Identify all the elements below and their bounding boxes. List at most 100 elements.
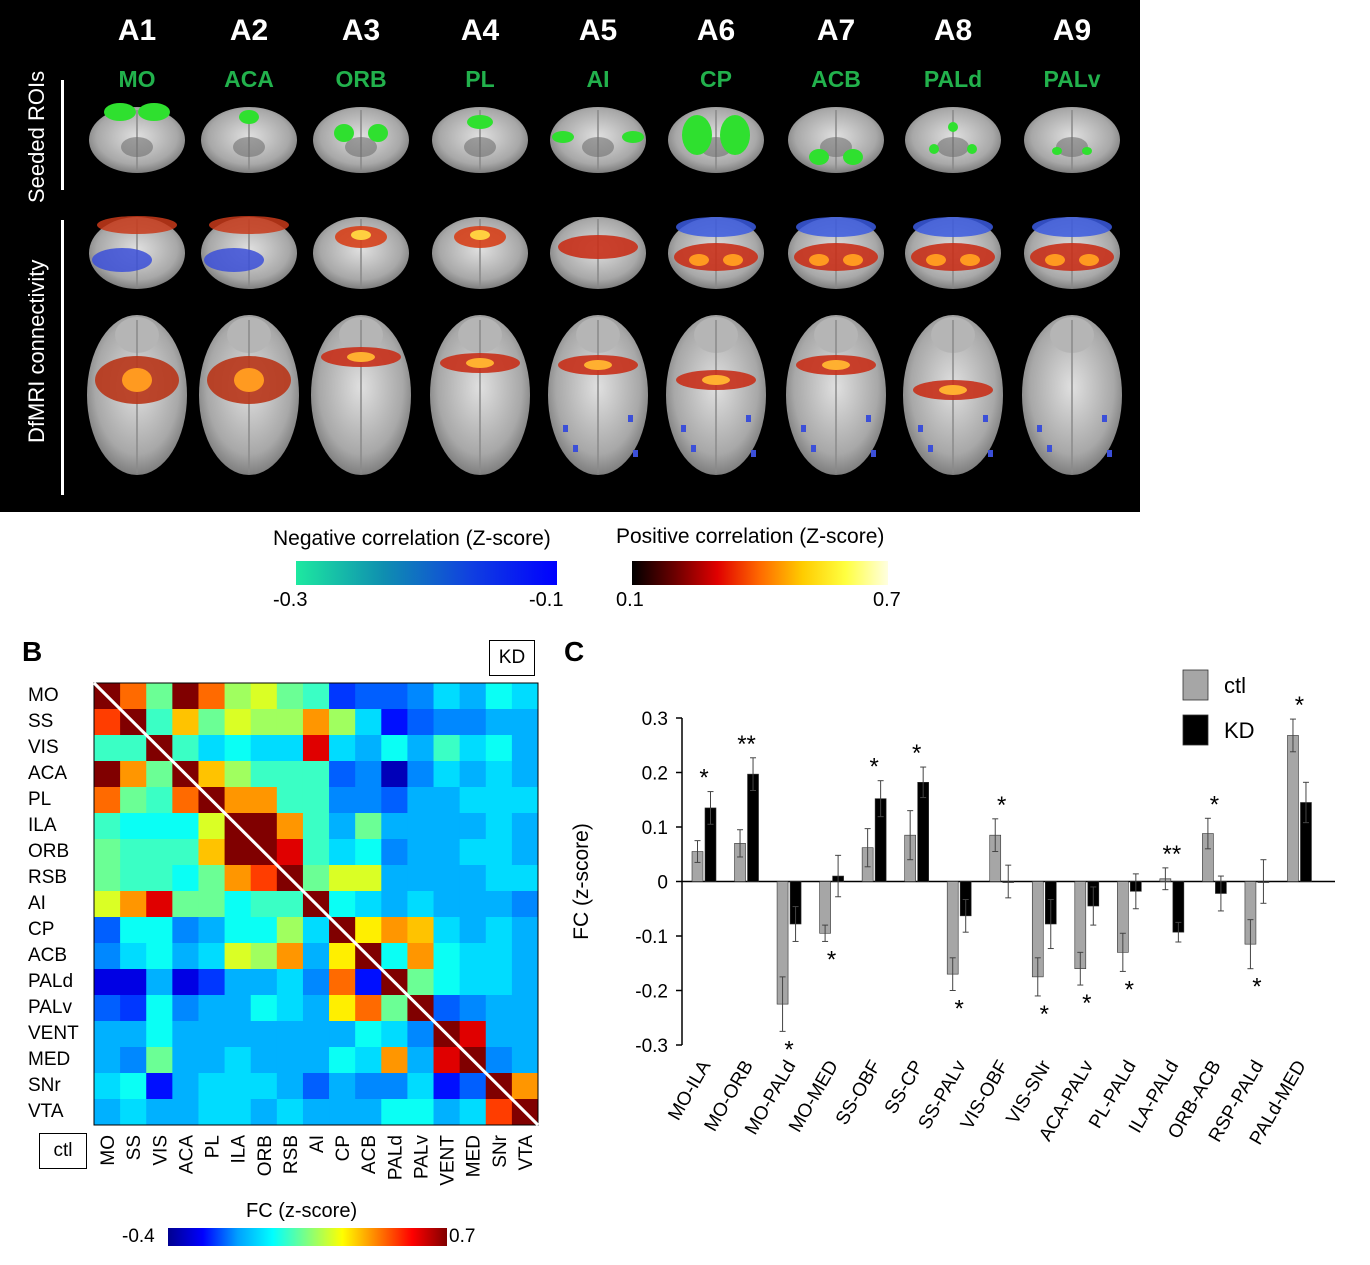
axial-connectivity [87,315,187,475]
matrix-cell [511,1021,539,1048]
significance-marker: * [1040,1001,1049,1028]
y-tick-label: -0.3 [635,1036,668,1057]
matrix-cell [146,709,173,736]
matrix-cell [198,683,226,710]
neg-colorbar-max: -0.1 [529,589,564,611]
seed-slice [89,103,185,173]
bar-ctl [1287,735,1299,882]
matrix-cell [511,969,539,996]
matrix-col-label: AI [307,1135,328,1153]
brain-images-a6 [666,107,766,475]
matrix-cell [329,969,356,996]
matrix-row-label: VTA [28,1101,64,1122]
matrix-cell [355,709,382,736]
column-id-a3: A3 [341,14,381,47]
legend-label-ctl: ctl [1224,673,1246,698]
matrix-cell [120,995,147,1022]
y-tick-label: 0.3 [642,709,668,730]
matrix-cell [94,1073,121,1100]
matrix-cell [407,1073,435,1100]
matrix-cell [381,1047,408,1074]
matrix-row-label: ACB [28,945,68,966]
matrix-cell [250,1047,278,1074]
matrix-cell [276,1021,304,1048]
matrix-cell [276,1047,304,1074]
axial-connectivity [903,315,1003,475]
matrix-cell [511,943,539,970]
matrix-cell [407,761,435,788]
matrix-cell [250,1099,278,1126]
row-divider-connectivity [61,220,64,495]
matrix-cell [276,683,304,710]
matrix-cell [302,1021,330,1048]
matrix-cell [302,813,330,840]
matrix-row-label: SS [28,711,54,732]
matrix-cell [433,787,461,814]
matrix-cell [172,683,199,710]
matrix-cell [120,1073,147,1100]
brain-images-a7 [786,107,886,475]
matrix-cell [198,813,226,840]
matrix-cell [198,1073,226,1100]
matrix-row-label: RSB [28,867,68,888]
matrix-cell [276,787,304,814]
matrix-cell [459,1021,487,1048]
matrix-cell [172,709,199,736]
matrix-cell [302,917,330,944]
matrix-cell [198,735,226,762]
correlation-matrix: MO SS VIS ACA PL ILA ORB RSB AI CP ACB PALd PALv VENT… [92,681,540,1186]
axial-connectivity [1022,315,1122,475]
matrix-cell [120,865,147,892]
matrix-cell [329,709,356,736]
matrix-cell [329,1073,356,1100]
matrix-cell [276,813,304,840]
matrix-cell [224,943,252,970]
matrix-cell [198,1099,226,1126]
matrix-cell [224,1047,252,1074]
matrix-col-label: CP [333,1135,354,1161]
matrix-cell [172,995,199,1022]
matrix-cell [224,969,252,996]
panel-a-brain-maps: Seeded ROIs DfMRI connectivity A1 MO A2 ACA… [0,0,1140,512]
matrix-cell [459,735,487,762]
matrix-cell [407,969,435,996]
matrix-cell [459,683,487,710]
axial-connectivity [311,315,411,475]
seed-slice [668,107,764,173]
matrix-cell [146,813,173,840]
matrix-col-label: SS [124,1135,145,1160]
matrix-cell [381,813,408,840]
matrix-cell [355,1047,382,1074]
significance-marker: * [784,1036,793,1063]
matrix-cell [407,865,435,892]
matrix-cell [485,761,513,788]
matrix-cell [198,891,226,918]
matrix-cell [94,787,121,814]
matrix-col-label: ILA [229,1135,250,1164]
matrix-cell [250,813,278,840]
matrix-cell [355,787,382,814]
matrix-cell [172,1021,199,1048]
significance-marker: * [1125,976,1134,1003]
matrix-cell [276,839,304,866]
roi-label-aca: ACA [224,66,274,92]
matrix-cell [407,891,435,918]
pos-colorbar-title: Positive correlation (Z-score) [616,525,885,548]
matrix-row-label: AI [28,893,46,914]
matrix-col-label: SNr [490,1134,511,1167]
matrix-cell [276,1099,304,1126]
matrix-cell [485,1047,513,1074]
seed-slice [201,107,297,173]
matrix-cell [250,709,278,736]
matrix-cell [120,735,147,762]
matrix-cell [120,813,147,840]
matrix-cell [381,1021,408,1048]
roi-label-orb: ORB [335,66,387,92]
matrix-cell [329,865,356,892]
matrix-cell [276,1073,304,1100]
matrix-cell [120,787,147,814]
panel-c-letter: C [564,636,585,667]
matrix-col-label: VTA [516,1135,537,1171]
pos-colorbar-max: 0.7 [873,589,901,611]
matrix-cell [459,865,487,892]
